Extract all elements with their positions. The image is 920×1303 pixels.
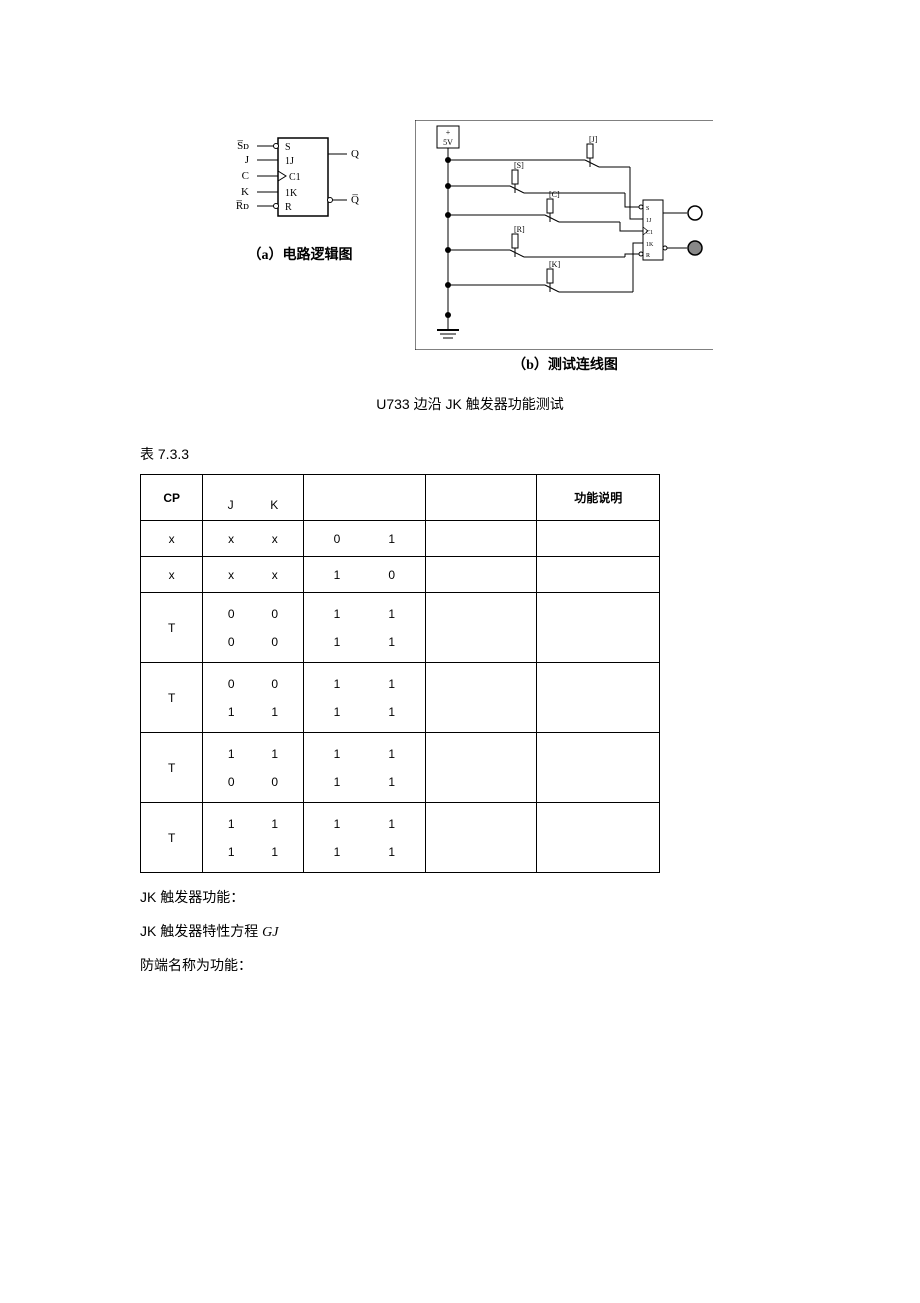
sw-j: [J] bbox=[589, 135, 598, 144]
sw-r: [R] bbox=[514, 225, 525, 234]
table-row: T 0011 1111 bbox=[141, 663, 660, 733]
hdr-j: J bbox=[228, 498, 234, 512]
label-5v: 5V bbox=[443, 138, 453, 147]
table-row: T 1111 1111 bbox=[141, 803, 660, 873]
diagram-a: S̅ᴅ J C K R̅ᴅ Q Q̅ S 1J C1 1K R （a）电路逻辑图 bbox=[225, 120, 375, 374]
ic-s: S bbox=[646, 206, 649, 212]
sw-c: [C] bbox=[549, 190, 560, 199]
label-sd: S̅ᴅ bbox=[237, 140, 249, 152]
label-r: R bbox=[285, 202, 292, 213]
label-k: K bbox=[241, 186, 249, 198]
ic-r: R bbox=[646, 253, 650, 259]
ic-c1: C1 bbox=[646, 230, 653, 236]
note-line-3: 防端名称为功能： bbox=[140, 949, 800, 983]
cell-cp: x bbox=[141, 521, 203, 557]
label-q: Q bbox=[351, 148, 359, 160]
wiring-diagram-svg: + 5V S 1J C1 1K R bbox=[415, 120, 715, 350]
ic-1j: 1J bbox=[646, 218, 652, 224]
truth-table: CP J K 功能说明 x xx 01 x xx 10 T 0000 1111 T… bbox=[140, 474, 660, 873]
label-s: S bbox=[285, 142, 291, 153]
table-label: 表 7.3.3 bbox=[140, 444, 800, 464]
sw-s: [S] bbox=[514, 161, 524, 170]
table-row: x xx 10 bbox=[141, 557, 660, 593]
label-c: C bbox=[242, 170, 249, 182]
note-line-2: JK 触发器特性方程 GJ bbox=[140, 915, 800, 950]
diagram-b: + 5V S 1J C1 1K R bbox=[415, 120, 715, 374]
hdr-cp: CP bbox=[163, 491, 180, 505]
table-row: x xx 01 bbox=[141, 521, 660, 557]
table-row: T 0000 1111 bbox=[141, 593, 660, 663]
label-j: J bbox=[245, 154, 250, 166]
table-row: T 1100 1111 bbox=[141, 733, 660, 803]
caption-b: （b）测试连线图 bbox=[512, 354, 618, 374]
notes-section: JK 触发器功能： JK 触发器特性方程 GJ 防端名称为功能： bbox=[140, 881, 800, 983]
label-qbar: Q̅ bbox=[351, 194, 359, 206]
label-plus: + bbox=[446, 128, 451, 137]
note-line-1: JK 触发器功能： bbox=[140, 881, 800, 915]
ic-1k: 1K bbox=[646, 242, 654, 248]
label-1j: 1J bbox=[285, 156, 294, 167]
diagrams-container: S̅ᴅ J C K R̅ᴅ Q Q̅ S 1J C1 1K R （a）电路逻辑图 bbox=[140, 120, 800, 374]
sw-k: [K] bbox=[549, 260, 560, 269]
label-rd: R̅ᴅ bbox=[236, 200, 249, 212]
table-header: CP J K 功能说明 bbox=[141, 475, 660, 521]
label-1k: 1K bbox=[285, 188, 298, 199]
caption-a: （a）电路逻辑图 bbox=[248, 244, 353, 264]
hdr-k: K bbox=[270, 498, 278, 512]
logic-diagram-svg: S̅ᴅ J C K R̅ᴅ Q Q̅ S 1J C1 1K R bbox=[225, 120, 375, 240]
hdr-func: 功能说明 bbox=[574, 491, 622, 505]
figure-title: U733 边沿 JK 触发器功能测试 bbox=[140, 394, 800, 414]
label-c1: C1 bbox=[289, 172, 301, 183]
